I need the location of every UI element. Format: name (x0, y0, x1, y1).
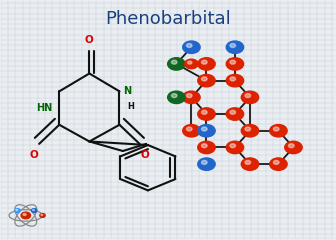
Circle shape (183, 41, 200, 54)
Circle shape (168, 58, 185, 70)
Circle shape (202, 127, 207, 131)
Circle shape (202, 144, 207, 148)
Circle shape (270, 125, 287, 137)
Circle shape (202, 77, 207, 81)
Circle shape (198, 108, 215, 120)
Circle shape (32, 209, 37, 212)
Circle shape (171, 60, 177, 64)
Circle shape (226, 108, 244, 120)
Circle shape (186, 43, 192, 48)
Circle shape (198, 58, 215, 70)
Text: H: H (127, 102, 134, 111)
Circle shape (245, 94, 251, 98)
Circle shape (15, 209, 20, 212)
Circle shape (198, 158, 215, 170)
Circle shape (41, 214, 43, 216)
Text: HN: HN (36, 103, 52, 113)
Circle shape (21, 212, 31, 219)
Circle shape (198, 74, 215, 87)
Circle shape (226, 74, 244, 87)
Text: O: O (85, 35, 94, 45)
Circle shape (230, 77, 236, 81)
Text: N: N (123, 86, 131, 96)
Circle shape (274, 127, 279, 131)
Circle shape (23, 213, 26, 216)
Circle shape (270, 158, 287, 170)
Circle shape (289, 144, 294, 148)
Circle shape (171, 94, 177, 98)
Circle shape (183, 91, 200, 103)
Circle shape (274, 160, 279, 164)
Circle shape (40, 214, 45, 217)
Circle shape (241, 91, 259, 103)
Circle shape (226, 141, 244, 154)
Circle shape (241, 158, 259, 170)
Text: Phenobarbital: Phenobarbital (105, 10, 231, 28)
Circle shape (230, 110, 236, 114)
Circle shape (183, 125, 200, 137)
Circle shape (245, 160, 251, 164)
Circle shape (202, 110, 207, 114)
Circle shape (230, 144, 236, 148)
Circle shape (202, 60, 207, 64)
Circle shape (198, 141, 215, 154)
Circle shape (230, 43, 236, 48)
Text: O: O (141, 150, 150, 160)
Circle shape (33, 209, 34, 210)
Circle shape (230, 60, 236, 64)
Circle shape (16, 209, 17, 210)
Circle shape (226, 58, 244, 70)
Circle shape (198, 125, 215, 137)
Circle shape (187, 61, 192, 64)
Circle shape (186, 127, 192, 131)
Circle shape (168, 91, 185, 103)
Circle shape (226, 41, 244, 54)
Circle shape (241, 125, 259, 137)
Circle shape (186, 94, 192, 98)
Circle shape (285, 141, 302, 154)
Circle shape (185, 59, 198, 69)
Circle shape (245, 127, 251, 131)
Text: O: O (29, 150, 38, 160)
Circle shape (202, 160, 207, 164)
